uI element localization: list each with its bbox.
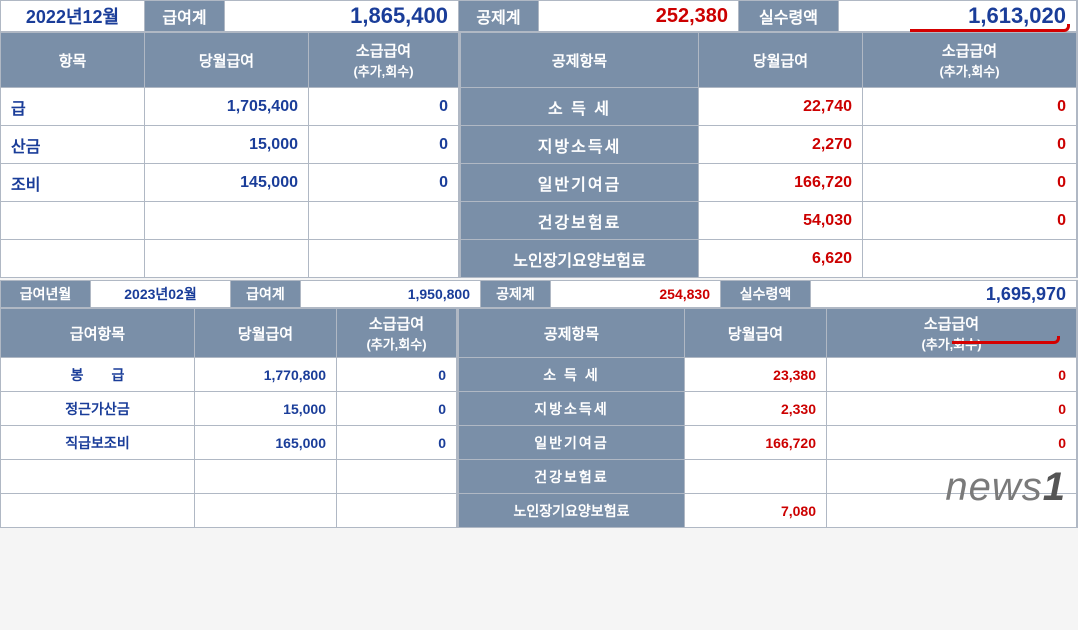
hdr-pay-item: 항목	[1, 33, 145, 87]
ded-label: 건강보험료	[461, 202, 699, 239]
hdr-cur-pay: 당월급여	[195, 309, 337, 357]
hdr-cur-pay: 당월급여	[145, 33, 309, 87]
ded-label: 건강보험료	[459, 460, 685, 493]
ded-cur	[685, 460, 827, 493]
detail-table: 급여항목 당월급여 소급급여 (추가,회수) 봉 급 1,770,800 0 정…	[0, 308, 1078, 528]
pay-row: 조비 145,000 0	[1, 164, 459, 202]
month-label: 급여년월	[1, 281, 91, 307]
pay-total-label: 급여계	[231, 281, 301, 307]
pay-cur: 165,000	[195, 426, 337, 459]
net-label: 실수령액	[721, 281, 811, 307]
pay-retro: 0	[337, 392, 457, 425]
ded-retro: 0	[863, 126, 1077, 163]
annotation-underline	[910, 24, 1070, 32]
ded-label: 지방소득세	[461, 126, 699, 163]
pay-item-label: 직급보조비	[1, 426, 195, 459]
ded-total-value: 254,830	[551, 281, 721, 307]
ded-label: 노인장기요양보험료	[459, 494, 685, 527]
ded-cur: 2,270	[699, 126, 863, 163]
pay-row: 급 1,705,400 0	[1, 88, 459, 126]
hdr-ded-item: 공제항목	[461, 33, 699, 87]
pay-item-label: 급	[1, 88, 145, 125]
pay-retro: 0	[309, 126, 459, 163]
pay-retro: 0	[309, 88, 459, 125]
payslip-2023-02: 급여년월 2023년02월 급여계 1,950,800 공제계 254,830 …	[0, 280, 1078, 528]
ded-retro: 0	[827, 358, 1077, 391]
summary-row: 급여년월 2023년02월 급여계 1,950,800 공제계 254,830 …	[0, 280, 1078, 308]
ded-retro: 0	[827, 426, 1077, 459]
pay-item-label: 봉 급	[1, 358, 195, 391]
hdr-retro: 소급급여 (추가,회수)	[337, 309, 457, 357]
ded-row: 소 득 세 22,740 0	[461, 88, 1077, 126]
hdr-ded-retro: 소급급여 (추가,회수)	[827, 309, 1077, 357]
pay-retro: 0	[337, 426, 457, 459]
hdr-ded-cur: 당월급여	[699, 33, 863, 87]
ded-cur: 54,030	[699, 202, 863, 239]
pay-total-value: 1,950,800	[301, 281, 481, 307]
ded-cur: 7,080	[685, 494, 827, 527]
ded-label: 소 득 세	[459, 358, 685, 391]
ded-cur: 2,330	[685, 392, 827, 425]
pay-row	[1, 240, 459, 278]
ded-cur: 166,720	[699, 164, 863, 201]
ded-row: 소 득 세 23,380 0	[459, 358, 1077, 392]
ded-total-label: 공제계	[481, 281, 551, 307]
ded-cur: 166,720	[685, 426, 827, 459]
payslip-2022-12: 2022년12월 급여계 1,865,400 공제계 252,380 실수령액 …	[0, 0, 1078, 278]
hdr-ded-retro: 소급급여 (추가,회수)	[863, 33, 1077, 87]
pay-total-label: 급여계	[145, 1, 225, 31]
detail-table: 항목 당월급여 소급급여 (추가,회수) 급 1,705,400 0 산금 15…	[0, 32, 1078, 278]
net-label: 실수령액	[739, 1, 839, 31]
ded-row: 노인장기요양보험료 6,620	[461, 240, 1077, 278]
ded-row: 건강보험료 54,030 0	[461, 202, 1077, 240]
annotation-underline	[952, 336, 1060, 344]
pay-cur: 15,000	[145, 126, 309, 163]
ded-row: 지방소득세 2,270 0	[461, 126, 1077, 164]
pay-row: 직급보조비 165,000 0	[1, 426, 457, 460]
ded-retro: 0	[863, 202, 1077, 239]
pay-item-label: 산금	[1, 126, 145, 163]
ded-cur: 6,620	[699, 240, 863, 277]
watermark-logo: news1	[945, 465, 1066, 510]
ded-total-label: 공제계	[459, 1, 539, 31]
ded-retro	[863, 240, 1077, 277]
ded-cur: 23,380	[685, 358, 827, 391]
pay-row	[1, 494, 457, 528]
pay-row	[1, 202, 459, 240]
ded-row: 지방소득세 2,330 0	[459, 392, 1077, 426]
ded-label: 일반기여금	[459, 426, 685, 459]
ded-total-value: 252,380	[539, 1, 739, 31]
ded-cur: 22,740	[699, 88, 863, 125]
ded-retro: 0	[863, 164, 1077, 201]
hdr-pay-item: 급여항목	[1, 309, 195, 357]
ded-label: 일반기여금	[461, 164, 699, 201]
hdr-ded-item: 공제항목	[459, 309, 685, 357]
ded-label: 노인장기요양보험료	[461, 240, 699, 277]
ded-row: 일반기여금 166,720 0	[461, 164, 1077, 202]
ded-retro: 0	[863, 88, 1077, 125]
ded-retro: 0	[827, 392, 1077, 425]
pay-row	[1, 460, 457, 494]
ded-row: 일반기여금 166,720 0	[459, 426, 1077, 460]
date-cell: 2022년12월	[1, 1, 145, 31]
net-value: 1,695,970	[811, 281, 1077, 307]
pay-row: 정근가산금 15,000 0	[1, 392, 457, 426]
hdr-ded-cur: 당월급여	[685, 309, 827, 357]
pay-cur: 1,770,800	[195, 358, 337, 391]
pay-cur: 15,000	[195, 392, 337, 425]
ded-label: 지방소득세	[459, 392, 685, 425]
pay-total-value: 1,865,400	[225, 1, 459, 31]
pay-item-label: 조비	[1, 164, 145, 201]
pay-retro: 0	[309, 164, 459, 201]
hdr-retro: 소급급여 (추가,회수)	[309, 33, 459, 87]
pay-row: 산금 15,000 0	[1, 126, 459, 164]
ded-label: 소 득 세	[461, 88, 699, 125]
pay-cur: 145,000	[145, 164, 309, 201]
pay-row: 봉 급 1,770,800 0	[1, 358, 457, 392]
pay-cur: 1,705,400	[145, 88, 309, 125]
pay-retro: 0	[337, 358, 457, 391]
date-cell: 2023년02월	[91, 281, 231, 307]
pay-item-label: 정근가산금	[1, 392, 195, 425]
